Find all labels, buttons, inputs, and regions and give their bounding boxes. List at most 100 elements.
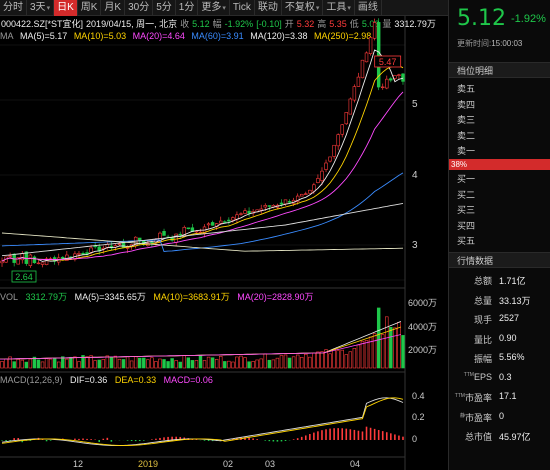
toolbar-item[interactable]: 工具▾ — [323, 0, 355, 16]
amount-value: 3312.79万 — [394, 19, 436, 29]
toolbar-item[interactable]: 联动 — [255, 0, 282, 16]
ma5-line — [1, 49, 404, 262]
stat-value: 0.90 — [499, 332, 517, 343]
toolbar-item[interactable]: 画线 — [355, 0, 382, 16]
toolbar-item-label: 3天 — [30, 1, 46, 13]
candle — [231, 217, 235, 221]
volume-bar — [210, 357, 215, 369]
macd-axis-label: 0.4 — [412, 391, 425, 401]
volume-bar — [186, 357, 191, 369]
volume-bar — [166, 361, 170, 369]
ma250-value: MA(250)=2.98 — [314, 31, 372, 41]
volume-bar — [8, 356, 12, 369]
volume-bar — [360, 340, 365, 369]
stat-row: 总市值 45.97亿 — [449, 430, 550, 449]
close-value: 5.12 — [192, 18, 210, 29]
volume-bar — [312, 352, 316, 369]
ma10-line — [1, 65, 404, 262]
stat-value: 0.3 — [499, 371, 512, 382]
quote-data-header[interactable]: 行情数据 — [449, 252, 550, 268]
candle — [28, 254, 33, 266]
candle — [381, 86, 385, 89]
toolbar-item[interactable]: 5分 — [153, 0, 176, 16]
stat-row: 振幅 5.56% — [449, 352, 550, 371]
toolbar-item[interactable]: 分时 — [0, 0, 27, 16]
x-axis-label: 12 — [73, 459, 83, 469]
volume-bar — [316, 351, 320, 369]
candle — [304, 193, 308, 195]
toolbar-item[interactable]: 月K — [101, 0, 126, 16]
stat-row: TTMEPS 0.3 — [449, 372, 550, 391]
volume-bar — [239, 355, 243, 369]
candle — [186, 227, 191, 230]
candle — [332, 144, 336, 157]
vol-ma5: MA(5)=3345.65万 — [74, 292, 146, 302]
ma120-value: MA(120)=3.38 — [250, 31, 308, 41]
ma-legend: MA MA(5)=5.17 MA(10)=5.03 MA(20)=4.64 MA… — [0, 31, 448, 44]
toolbar-item[interactable]: 日K — [54, 0, 78, 16]
candle — [352, 86, 357, 101]
volume-bar — [158, 358, 162, 369]
volume-bar — [389, 327, 393, 369]
dif-value: DIF=0.36 — [70, 375, 108, 385]
macd-value: MACD=0.06 — [163, 375, 213, 385]
volume-bar — [182, 355, 186, 369]
volume-bar — [376, 307, 381, 369]
volume-bar — [291, 356, 296, 369]
volume-bar — [57, 361, 61, 369]
stat-label: 总市值 — [464, 432, 492, 442]
stat-row: TTM市盈率 17.1 — [449, 391, 550, 410]
toolbar-item-label: 工具 — [326, 1, 347, 13]
dea-line — [1, 397, 404, 447]
volume-area — [0, 307, 405, 369]
volume-bar — [393, 327, 397, 369]
toolbar-item[interactable]: 更多▾ — [198, 0, 230, 16]
candle — [267, 205, 272, 207]
high-value: 5.35 — [329, 18, 347, 29]
candle — [360, 59, 365, 79]
volume-bar — [170, 358, 174, 369]
stat-row: 总量 33.13万 — [449, 294, 550, 313]
ask-level: 卖五 — [457, 84, 476, 94]
toolbar-item[interactable]: 30分 — [125, 0, 154, 16]
candle — [219, 220, 223, 224]
stat-row: 现手 2527 — [449, 313, 550, 332]
volume-bar — [336, 350, 340, 369]
candle — [364, 52, 369, 63]
volume-bar — [113, 355, 118, 369]
close-label: 收 — [180, 19, 190, 29]
volume-bar — [206, 356, 211, 369]
change-abs: [-0.10] — [256, 18, 282, 29]
stat-value: 45.97亿 — [499, 432, 531, 442]
volume-bar — [81, 355, 85, 369]
volume-bar — [65, 358, 69, 369]
price-axis-label: 3 — [412, 240, 418, 251]
bid-level: 买一 — [457, 174, 476, 184]
volume-bar — [332, 349, 336, 369]
volume-bar — [129, 360, 134, 369]
candle — [20, 253, 24, 261]
volume-bar — [28, 358, 33, 369]
ask-level: 卖一 — [457, 146, 476, 156]
volume-bar — [198, 355, 203, 369]
toolbar-item[interactable]: 3天▾ — [27, 0, 55, 16]
volume-bar — [117, 358, 122, 369]
volume-bar — [32, 356, 37, 369]
price-axis-label: 5 — [412, 99, 418, 110]
stat-label: 振幅 — [473, 354, 492, 364]
orderbook-header[interactable]: 档位明细 — [449, 62, 550, 78]
toolbar-item[interactable]: 不复权▾ — [282, 0, 324, 16]
toolbar-item[interactable]: 周K — [78, 0, 102, 16]
low-marker: 2.64 — [11, 270, 37, 283]
volume-bar — [328, 353, 332, 369]
toolbar-item[interactable]: Tick — [230, 0, 255, 16]
update-time-label: 更新时间: — [457, 39, 492, 48]
stat-row: 量比 0.90 — [449, 333, 550, 352]
toolbar-item[interactable]: 1分 — [176, 0, 199, 16]
candle — [312, 184, 316, 192]
kline-chart[interactable]: 5.47 2.64 5 4 3 6000万 4000万 2000万 0.4 0.2 0 12 2019… — [0, 0, 448, 470]
vol-ma20-line — [0, 334, 401, 360]
toolbar-item-label: 分时 — [3, 1, 23, 13]
volume-bar — [0, 361, 4, 369]
stock-code: 000422.SZ[*ST宜化] — [1, 19, 84, 29]
